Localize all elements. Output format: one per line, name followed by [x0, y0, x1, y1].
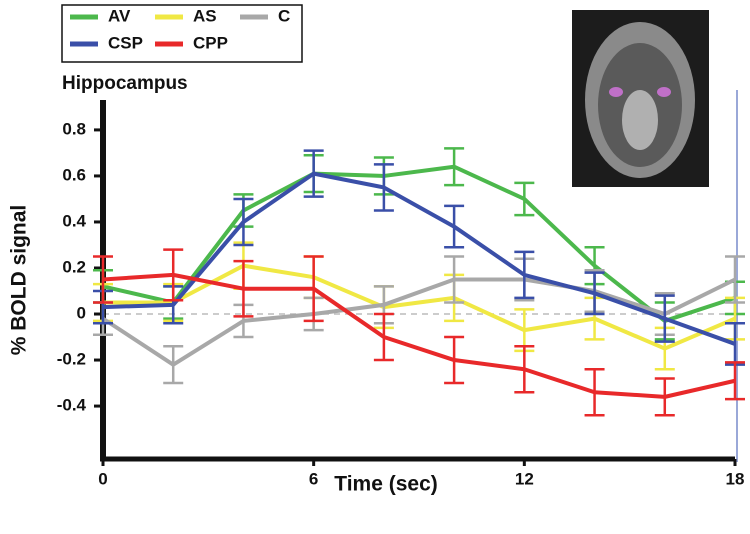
- y-tick-label: -0.4: [57, 396, 87, 415]
- x-tick-label: 18: [726, 469, 745, 488]
- legend-box: [61, 4, 303, 63]
- brain-inset: [572, 10, 709, 187]
- series-line: [102, 272, 736, 399]
- legend-label: AS: [193, 6, 217, 25]
- y-tick-label: 0.2: [62, 257, 86, 276]
- legend-label: CSP: [108, 33, 143, 52]
- x-axis-label: Time (sec): [334, 473, 438, 496]
- series-line: [101, 277, 736, 367]
- chart-title: Hippocampus: [62, 73, 188, 94]
- y-tick-label: -0.2: [57, 350, 86, 369]
- x-tick-label: 0: [98, 469, 107, 488]
- y-tick-label: 0: [77, 304, 86, 323]
- series-line: [103, 263, 736, 351]
- y-axis-label: % BOLD signal: [8, 205, 31, 356]
- error-bar: [725, 321, 745, 366]
- legend-label: C: [278, 6, 290, 25]
- legend-label: AV: [108, 6, 131, 25]
- series-line: [102, 164, 736, 323]
- y-tick-label: 0.8: [62, 119, 86, 138]
- x-tick-label: 12: [515, 469, 534, 488]
- legend-label: CPP: [193, 33, 228, 52]
- x-tick-label: 6: [309, 469, 318, 488]
- y-tick-label: 0.6: [62, 165, 86, 184]
- series-line: [102, 171, 736, 346]
- y-tick-label: 0.4: [62, 211, 86, 230]
